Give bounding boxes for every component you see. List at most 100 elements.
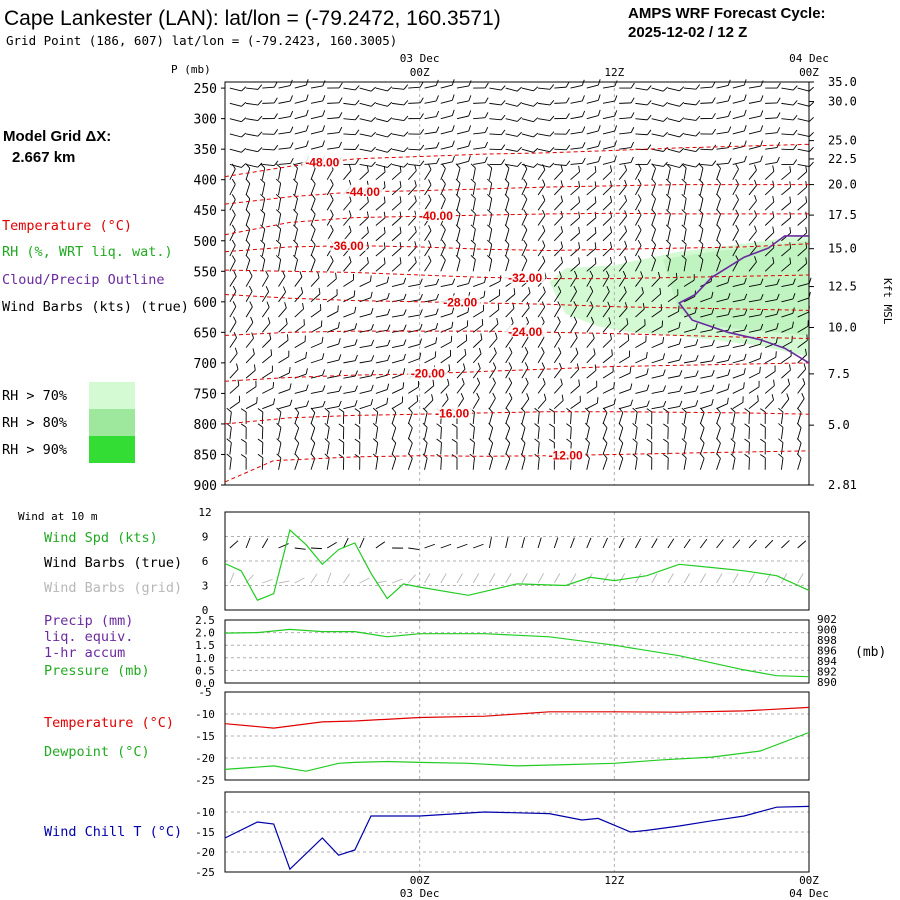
wind-barb-flag	[372, 423, 378, 428]
wind-barb-staff	[278, 339, 289, 348]
wind-barb-flag	[260, 193, 266, 199]
wind-barb-staff	[602, 85, 615, 89]
wind-barb-staff	[440, 229, 446, 241]
wind-barb-flag	[542, 209, 546, 216]
wind-barb-staff	[375, 118, 388, 123]
wind-barb-staff	[570, 131, 583, 135]
wind-barb-flag	[681, 194, 687, 199]
wind-barb-staff	[586, 412, 590, 425]
wind-barb-flag	[760, 309, 764, 316]
wind-barb-flag	[366, 241, 369, 248]
wind-barb-true	[651, 538, 658, 549]
wind-barb-flag	[759, 352, 762, 359]
wind-barb-flag	[253, 364, 256, 371]
wind-barb-flag	[776, 82, 781, 89]
wind-barb-staff	[683, 244, 687, 257]
wind-barb-staff	[424, 427, 428, 440]
wind-barb-staff	[229, 276, 237, 287]
wind-barb-true	[537, 537, 542, 549]
wind-barb-flag	[257, 162, 263, 168]
wind-barb-flag	[419, 278, 423, 285]
height-tick-label: 7.5	[828, 367, 850, 381]
wind-barb-flag	[370, 275, 372, 282]
wind-barb-flag	[651, 239, 656, 245]
wind-barb-staff	[294, 427, 300, 440]
wind-barb-flag	[651, 193, 656, 200]
wind-barb-staff	[602, 387, 614, 394]
wind-barb-flag	[743, 368, 746, 375]
wind-barb-staff	[456, 115, 469, 120]
y-tick-label: 2.0	[195, 627, 215, 640]
wind-barb-staff	[635, 118, 648, 121]
wind-barb-staff	[537, 291, 546, 303]
wind-barb-flag	[370, 370, 375, 376]
wind-barb-staff	[278, 307, 287, 318]
wind-barb-flag	[647, 144, 652, 150]
wind-barb-staff	[391, 217, 402, 226]
wind-barb-flag	[754, 179, 757, 186]
wind-barb-flag	[370, 291, 373, 298]
wind-barb-true	[375, 541, 386, 549]
wind-barb-staff	[554, 86, 567, 89]
wind-barb-flag	[419, 338, 422, 345]
wind-barb-staff	[700, 329, 713, 333]
wind-barb-true	[473, 543, 484, 549]
wind-barb-flag	[354, 454, 361, 459]
wind-barb-flag	[386, 276, 390, 283]
wind-barb-flag	[305, 79, 309, 86]
wind-barb-flag	[484, 156, 488, 163]
wind-barb-staff	[229, 385, 240, 394]
wind-barb-staff	[797, 201, 807, 211]
wind-barb-staff	[521, 214, 528, 226]
wind-barb-staff	[343, 261, 352, 272]
wind-barb-staff	[699, 198, 704, 211]
wind-barb-staff	[635, 184, 642, 196]
wind-barb-flag	[805, 242, 808, 249]
wind-barb-staff	[359, 247, 369, 257]
wind-barb-flag	[451, 79, 455, 86]
wind-barb-flag	[573, 285, 578, 292]
wind-barb-staff	[456, 160, 469, 165]
wind-barb-staff	[327, 343, 339, 349]
wind-barb-flag	[290, 142, 294, 148]
wind-barb-staff	[262, 387, 274, 394]
wind-barb-staff	[278, 147, 291, 150]
wind-barb-staff	[310, 145, 323, 150]
wind-barbs	[226, 79, 814, 470]
wind-barb-staff	[797, 283, 810, 287]
wind-barb-flag	[665, 209, 671, 215]
wind-barb-staff	[651, 374, 664, 379]
wind-barb-staff	[278, 276, 286, 287]
wind-barb-flag	[549, 423, 555, 428]
pressure-tick-label: 750	[194, 387, 217, 402]
wind-barb-staff	[440, 115, 453, 120]
y-tick-label: -25	[195, 774, 215, 787]
wind-barb-flag	[789, 181, 792, 188]
wind-barb-staff	[700, 390, 713, 394]
wind-barb-staff	[375, 263, 386, 272]
wind-barb-flag	[452, 278, 456, 285]
wind-barb-flag	[754, 225, 757, 232]
wind-barb-flag	[403, 324, 407, 331]
wind-barb-flag	[727, 126, 732, 133]
wind-barb-flag	[285, 318, 288, 325]
wind-barb-flag	[776, 322, 779, 329]
wind-barb-flag	[744, 324, 748, 331]
wind-barb-flag	[646, 408, 653, 413]
wind-barb-staff	[732, 184, 739, 196]
wind-barb-flag	[716, 422, 721, 429]
wind-barb-staff	[667, 311, 679, 318]
wind-barb-staff	[343, 328, 356, 333]
time-date-top: 04 Dec	[789, 52, 829, 65]
height-tick-label: 25.0	[828, 134, 857, 148]
time-hour-bottom: 00Z	[410, 874, 430, 887]
wind-barb-flag	[614, 80, 618, 87]
wind-barb-flag	[716, 224, 721, 230]
wind-barb-staff	[440, 427, 442, 440]
wind-barb-flag	[549, 147, 555, 152]
wind-barb-staff	[343, 296, 355, 303]
wind-barb-flag	[727, 95, 731, 102]
wind-barb-staff	[732, 329, 745, 333]
wind-barb-flag	[613, 382, 615, 389]
wind-barb-staff	[651, 87, 664, 92]
